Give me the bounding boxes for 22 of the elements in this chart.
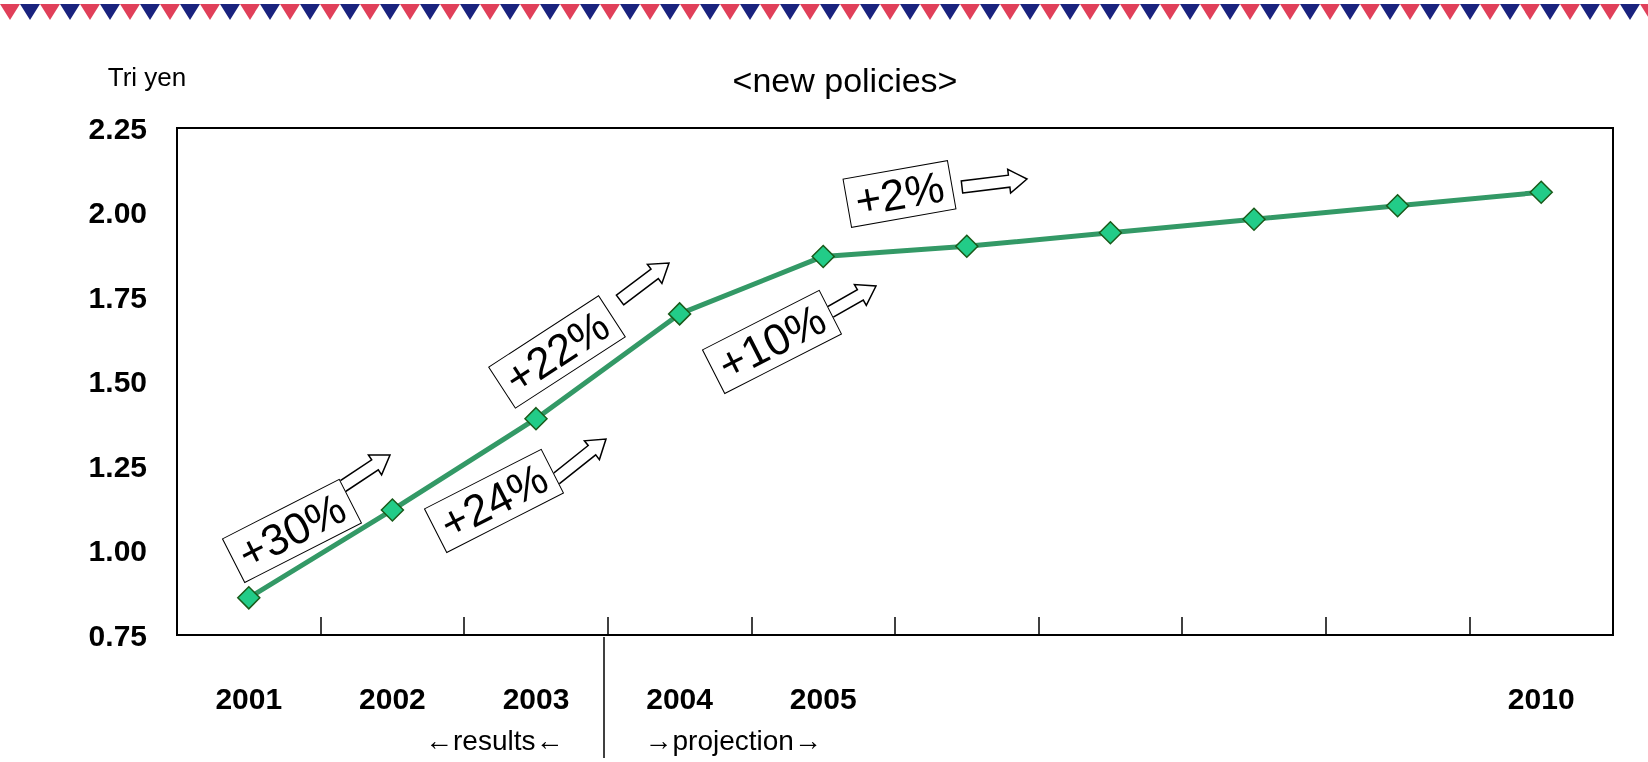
text: ←results← <box>425 725 564 756</box>
x-tick-label: 2003 <box>502 681 570 715</box>
y-tick-label: 0.75 <box>88 618 147 652</box>
y-tick-label: 1.00 <box>88 534 147 567</box>
text: →projection→ <box>644 725 822 756</box>
x-tick-label: 2002 <box>359 681 426 715</box>
x-tick-label: 2001 <box>215 681 283 715</box>
y-tick-label: 2.25 <box>88 111 147 145</box>
chart-title: <new policies> <box>732 61 958 99</box>
annotation: +2% <box>841 160 957 228</box>
x-tick-label: 2010 <box>1507 681 1575 715</box>
annotation: +30% <box>221 478 362 584</box>
x-tick-label: 2004 <box>646 681 714 715</box>
y-tick-label: 2.00 <box>88 196 147 229</box>
annotation: +24% <box>423 448 564 554</box>
y-tick-label: 1.50 <box>88 365 147 398</box>
y-tick-label: 1.75 <box>88 280 147 314</box>
annotation: +22% <box>488 295 626 409</box>
x-tick-label: 2005 <box>789 681 857 715</box>
y-tick-label: 1.25 <box>88 449 147 483</box>
y-axis-title: Tri yen <box>107 62 187 92</box>
annotation: +10% <box>701 289 842 395</box>
